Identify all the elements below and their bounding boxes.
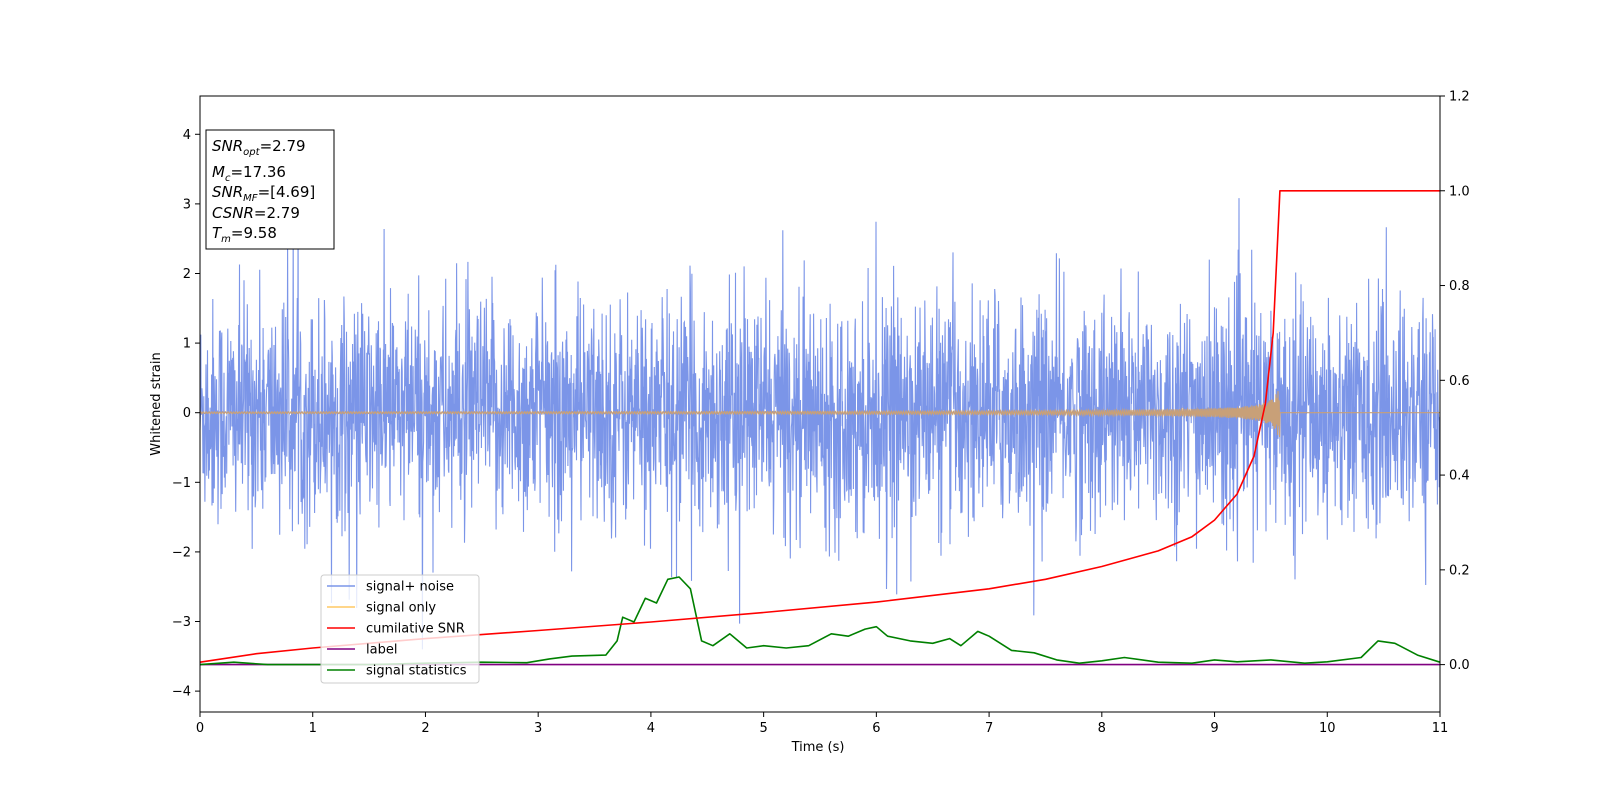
signal-statistics-line [199, 576, 1441, 666]
x-tick-label: 3 [534, 721, 542, 736]
y2-tick-label: 0.2 [1449, 563, 1470, 578]
y-tick-label: −1 [172, 476, 191, 491]
info-box-frame [205, 129, 335, 250]
y-axis-right: 0.0 0.2 0.4 0.6 0.8 1.0 1.2 [1440, 90, 1470, 673]
y2-tick-label: 1.0 [1449, 184, 1470, 199]
x-tick-label: 6 [872, 721, 880, 736]
info-line: SNRMF=[4.69] [212, 183, 315, 204]
legend-label: signal statistics [366, 664, 467, 679]
x-tick-label: 5 [759, 721, 767, 736]
y2-tick-label: 1.2 [1449, 90, 1470, 105]
signal-statistics-series [199, 576, 1441, 666]
info-line: Mc=17.36 [212, 163, 286, 184]
info-box: SNRopt=2.79 Mc=17.36SNRMF=[4.69]CSNR=2.79… [205, 129, 335, 250]
x-tick-label: 2 [421, 721, 429, 736]
signal-noise-series [199, 198, 1441, 650]
y-tick-label: −3 [172, 615, 191, 630]
y-tick-label: 1 [183, 337, 191, 352]
plot-frame [199, 95, 1441, 713]
x-axis: 0 1 2 3 4 5 6 7 8 9 10 11 [196, 712, 1448, 736]
x-tick-label: 9 [1210, 721, 1218, 736]
y2-tick-label: 0.4 [1449, 469, 1470, 484]
y-axis-left: −4 −3 −2 −1 0 1 2 3 4 [172, 128, 200, 700]
signal-only-line [199, 391, 1440, 438]
x-tick-label: 10 [1319, 721, 1336, 736]
y-tick-label: 3 [183, 197, 191, 212]
y-axis-label: Whitened strain [149, 352, 164, 455]
x-tick-label: 0 [196, 721, 204, 736]
info-line: CSNR=2.79 [212, 204, 300, 222]
y-tick-label: 2 [183, 267, 191, 282]
x-tick-label: 8 [1098, 721, 1106, 736]
x-axis-label: Time (s) [791, 740, 845, 755]
legend-label: label [366, 643, 397, 658]
x-tick-label: 11 [1432, 721, 1449, 736]
y2-tick-label: 0.6 [1449, 374, 1470, 389]
legend-label: signal only [366, 601, 436, 616]
y-tick-label: −4 [172, 685, 191, 700]
signal-only-series [199, 391, 1440, 438]
y2-tick-label: 0.8 [1449, 279, 1470, 294]
y-tick-label: 0 [183, 406, 191, 421]
legend: signal+ noise signal only cumilative SNR la… [320, 574, 480, 684]
signal-noise-line [199, 198, 1441, 650]
x-tick-label: 4 [647, 721, 655, 736]
legend-box [320, 574, 480, 684]
legend-label: signal+ noise [366, 580, 454, 595]
legend-label: cumilative SNR [366, 622, 465, 637]
info-line: SNRopt=2.79 [212, 137, 306, 158]
x-tick-label: 7 [985, 721, 993, 736]
y-tick-label: 4 [183, 128, 191, 143]
y2-tick-label: 0.0 [1449, 658, 1470, 673]
info-line: Tm=9.58 [212, 224, 277, 245]
x-tick-label: 1 [309, 721, 317, 736]
y-tick-label: −2 [172, 545, 191, 560]
